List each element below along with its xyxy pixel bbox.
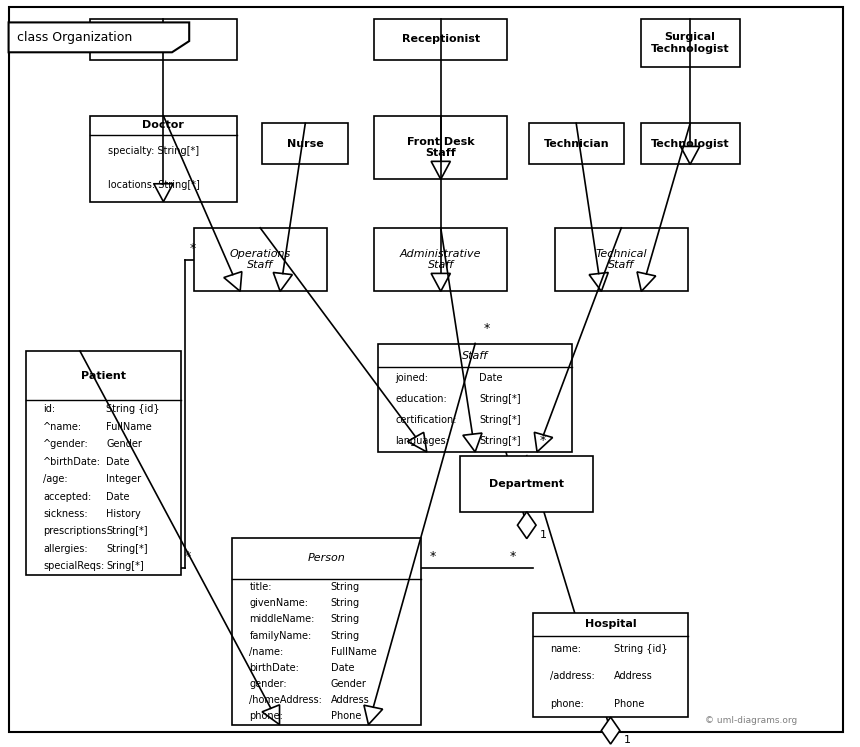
- Text: Phone: Phone: [614, 698, 644, 708]
- Text: String[*]: String[*]: [107, 544, 148, 554]
- Bar: [529, 123, 624, 164]
- Text: Person: Person: [308, 554, 346, 563]
- Text: Date: Date: [330, 663, 354, 673]
- Text: ^gender:: ^gender:: [43, 439, 89, 449]
- Bar: [90, 19, 237, 60]
- Bar: [533, 613, 688, 717]
- Text: familyName:: familyName:: [249, 630, 311, 641]
- Polygon shape: [518, 512, 536, 539]
- Text: String {id}: String {id}: [614, 644, 667, 654]
- Text: Technologist: Technologist: [651, 139, 729, 149]
- Text: Address: Address: [330, 695, 369, 705]
- Text: phone:: phone:: [550, 698, 584, 708]
- Polygon shape: [601, 717, 620, 744]
- Text: education:: education:: [396, 394, 447, 404]
- Text: /age:: /age:: [43, 474, 68, 484]
- Bar: [194, 228, 327, 291]
- Text: Staff: Staff: [462, 350, 488, 361]
- Bar: [26, 351, 181, 575]
- Bar: [374, 19, 507, 60]
- Text: Date: Date: [479, 373, 502, 383]
- Text: Technical
Staff: Technical Staff: [595, 249, 648, 270]
- Text: 1: 1: [540, 530, 547, 540]
- Text: /name:: /name:: [249, 647, 284, 657]
- Text: Technician: Technician: [544, 139, 609, 149]
- Text: sickness:: sickness:: [43, 509, 88, 519]
- Text: ^birthDate:: ^birthDate:: [43, 456, 101, 467]
- Text: class Organization: class Organization: [17, 31, 132, 44]
- Text: Surgeon: Surgeon: [138, 34, 189, 44]
- Text: String: String: [330, 630, 359, 641]
- Bar: [555, 228, 688, 291]
- Text: *: *: [510, 550, 516, 563]
- Text: Surgical
Technologist: Surgical Technologist: [651, 32, 729, 54]
- Text: Nurse: Nurse: [287, 139, 323, 149]
- Text: String[*]: String[*]: [479, 394, 520, 404]
- Text: Date: Date: [107, 492, 130, 501]
- Bar: [641, 123, 740, 164]
- Text: /address:: /address:: [550, 672, 595, 681]
- Text: middleName:: middleName:: [249, 614, 315, 624]
- Text: birthDate:: birthDate:: [249, 663, 299, 673]
- Text: Gender: Gender: [330, 679, 366, 689]
- Text: certification:: certification:: [396, 415, 458, 425]
- Text: String[*]: String[*]: [107, 527, 148, 536]
- Bar: [232, 538, 421, 725]
- Text: name:: name:: [550, 644, 581, 654]
- Text: title:: title:: [249, 582, 272, 592]
- Bar: [374, 116, 507, 179]
- Text: Gender: Gender: [107, 439, 142, 449]
- Polygon shape: [9, 22, 189, 52]
- Text: Hospital: Hospital: [585, 619, 636, 629]
- Text: id:: id:: [43, 404, 55, 414]
- Text: phone:: phone:: [249, 711, 283, 722]
- Text: Sring[*]: Sring[*]: [107, 562, 144, 571]
- Text: © uml-diagrams.org: © uml-diagrams.org: [705, 716, 797, 725]
- Text: /homeAddress:: /homeAddress:: [249, 695, 322, 705]
- Bar: [262, 123, 348, 164]
- Text: specialReqs:: specialReqs:: [43, 562, 104, 571]
- Text: History: History: [107, 509, 141, 519]
- Text: locations: String[*]: locations: String[*]: [108, 180, 200, 190]
- Bar: [374, 228, 507, 291]
- Text: *: *: [430, 550, 436, 563]
- Text: *: *: [483, 323, 490, 335]
- Text: *: *: [540, 435, 546, 447]
- Text: specialty: String[*]: specialty: String[*]: [108, 146, 199, 156]
- Text: *: *: [189, 242, 195, 255]
- Text: allergies:: allergies:: [43, 544, 88, 554]
- Text: FullName: FullName: [107, 421, 152, 432]
- Text: joined:: joined:: [396, 373, 428, 383]
- Text: Address: Address: [614, 672, 653, 681]
- Text: gender:: gender:: [249, 679, 287, 689]
- Bar: [90, 116, 237, 202]
- Bar: [641, 19, 740, 67]
- Text: Phone: Phone: [330, 711, 361, 722]
- Text: *: *: [185, 551, 191, 563]
- Text: Operations
Staff: Operations Staff: [230, 249, 291, 270]
- Text: Administrative
Staff: Administrative Staff: [400, 249, 482, 270]
- Text: Patient: Patient: [81, 371, 126, 381]
- Text: prescriptions:: prescriptions:: [43, 527, 109, 536]
- Text: FullName: FullName: [330, 647, 377, 657]
- Text: String {id}: String {id}: [107, 404, 160, 414]
- Text: ^name:: ^name:: [43, 421, 82, 432]
- Text: String: String: [330, 598, 359, 608]
- Text: Doctor: Doctor: [143, 120, 184, 130]
- Text: 1: 1: [624, 735, 630, 746]
- Text: String[*]: String[*]: [479, 415, 520, 425]
- Text: String[*]: String[*]: [479, 436, 520, 447]
- Text: Integer: Integer: [107, 474, 141, 484]
- Bar: [378, 344, 572, 452]
- Text: Receptionist: Receptionist: [402, 34, 480, 44]
- Text: Department: Department: [489, 479, 564, 489]
- Bar: [460, 456, 593, 512]
- Text: String: String: [330, 582, 359, 592]
- Text: accepted:: accepted:: [43, 492, 91, 501]
- Text: givenName:: givenName:: [249, 598, 309, 608]
- Text: Front Desk
Staff: Front Desk Staff: [407, 137, 475, 158]
- Text: languages:: languages:: [396, 436, 450, 447]
- Text: String: String: [330, 614, 359, 624]
- Text: Date: Date: [107, 456, 130, 467]
